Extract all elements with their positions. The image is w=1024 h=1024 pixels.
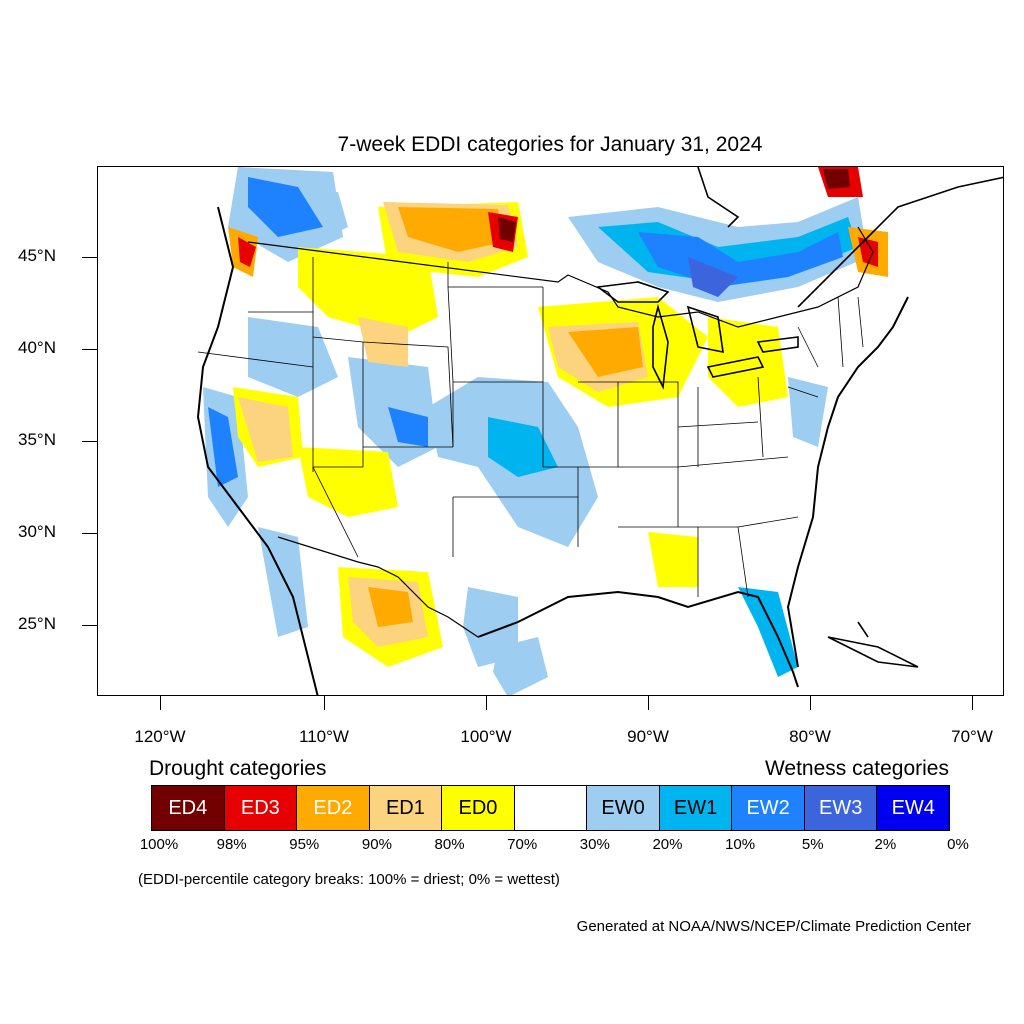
lon-tick	[486, 696, 487, 710]
lat-tick	[82, 533, 97, 534]
field-ed3-maine	[858, 237, 878, 267]
legend-cell-ew4: EW4	[877, 786, 950, 830]
lat-tick	[82, 257, 97, 258]
field-ed1-wyoming	[358, 317, 408, 367]
lon-label-100: 100°W	[460, 727, 512, 746]
hudson-bay-shore	[697, 167, 740, 228]
legend-cell-ew2: EW2	[732, 786, 805, 830]
legend-cell-ed0: ED0	[442, 786, 515, 830]
legend-cell-ed1: ED1	[369, 786, 443, 830]
field-ew0-mid-atlantic	[788, 377, 828, 447]
bahamas	[857, 621, 869, 638]
lat-label-25: 25°N	[18, 614, 56, 633]
lon-tick	[972, 696, 973, 710]
legend-cell-ew3: EW3	[804, 786, 878, 830]
lon-label-110: 110°W	[299, 727, 349, 746]
percentile-label: 90%	[361, 836, 392, 853]
percentile-label: 5%	[801, 836, 824, 853]
lat-label-35: 35°N	[18, 430, 56, 449]
legend-cell-ed3: ED3	[224, 786, 298, 830]
field-ed2-montana	[398, 207, 503, 252]
field-ed0-southwest	[298, 447, 398, 517]
pacific-coast	[196, 206, 319, 695]
st-lawrence	[797, 176, 1003, 308]
lon-tick	[648, 696, 649, 710]
percentile-label: 95%	[289, 836, 320, 853]
lat-tick	[82, 349, 97, 350]
lon-label-90: 90°W	[627, 727, 669, 746]
drought-categories-heading: Drought categories	[149, 757, 327, 780]
field-ew1-central	[488, 417, 558, 477]
percentile-label: 80%	[434, 836, 465, 853]
field-ew1-florida	[738, 587, 798, 677]
legend-cell-ew0: EW0	[587, 786, 660, 830]
wetness-categories-heading: Wetness categories	[764, 757, 949, 780]
lon-label-120: 120°W	[134, 727, 186, 746]
field-ed1-great-basin	[238, 397, 293, 462]
field-ew3-canada-core	[688, 257, 738, 297]
legend-cell-ed2: ED2	[297, 786, 370, 830]
field-ed3-pnw	[238, 237, 256, 267]
lon-tick	[324, 696, 325, 710]
percentile-label: 2%	[874, 836, 897, 853]
field-ed4-quebec	[823, 169, 850, 189]
lat-label-40: 40°N	[18, 338, 56, 357]
lon-label-80: 80°W	[789, 727, 831, 746]
great-lakes-erie	[706, 356, 765, 378]
field-ed0-southeast	[648, 532, 698, 587]
category-legend: ED4 ED3 ED2 ED1 ED0 EW0 EW1 EW2 EW3 EW4	[151, 785, 950, 831]
percentile-label: 98%	[216, 836, 247, 853]
great-lakes-ontario	[756, 336, 799, 353]
credit-line: Generated at NOAA/NWS/NCEP/Climate Predi…	[576, 918, 971, 935]
lat-tick	[82, 625, 97, 626]
percentile-label: 70%	[507, 836, 538, 853]
field-ew2-canada-core	[638, 232, 843, 287]
legend-cell-ed4: ED4	[152, 786, 225, 830]
legend-cell-ew1: EW1	[659, 786, 733, 830]
field-ed0-ohio-valley	[708, 317, 788, 407]
field-ew2-pnw	[248, 177, 323, 237]
field-ed2-mexico	[368, 587, 413, 627]
field-ew2-sierra	[208, 407, 238, 487]
eddi-fields	[203, 167, 888, 695]
field-ew2-rockies	[388, 407, 428, 447]
cuba	[827, 636, 919, 668]
boundaries	[196, 167, 1003, 695]
lat-label-45: 45°N	[18, 246, 56, 265]
field-ew0-great-basin	[248, 317, 338, 397]
state-boundaries	[197, 257, 864, 598]
great-lakes-huron	[686, 305, 724, 354]
percentile-label: 100%	[139, 836, 179, 853]
great-lakes-superior	[595, 281, 670, 303]
lon-tick	[810, 696, 811, 710]
field-ed2-midwest	[568, 327, 643, 377]
lon-tick	[160, 696, 161, 710]
gulf-coast	[477, 590, 799, 688]
field-ew0-south-texas	[493, 637, 548, 695]
field-ed0-northern-rockies	[298, 247, 438, 337]
percentile-label: 10%	[725, 836, 756, 853]
us-mexico-border	[277, 536, 479, 638]
legend-cell-none	[514, 786, 588, 830]
field-ed4-montana	[498, 217, 516, 242]
lon-label-70: 70°W	[951, 727, 993, 746]
category-note: (EDDI-percentile category breaks: 100% =…	[138, 871, 560, 888]
lat-tick	[82, 441, 97, 442]
percentile-label: 0%	[947, 836, 969, 853]
percentile-label: 30%	[579, 836, 610, 853]
eddi-map	[196, 167, 1003, 695]
map-title: 7-week EDDI categories for January 31, 2…	[337, 133, 763, 156]
percentile-label: 20%	[652, 836, 683, 853]
atlantic-coast	[786, 296, 909, 668]
map-frame	[97, 166, 1004, 696]
great-lakes-michigan	[652, 303, 669, 390]
lat-label-30: 30°N	[18, 522, 56, 541]
us-canada-border	[247, 226, 874, 328]
